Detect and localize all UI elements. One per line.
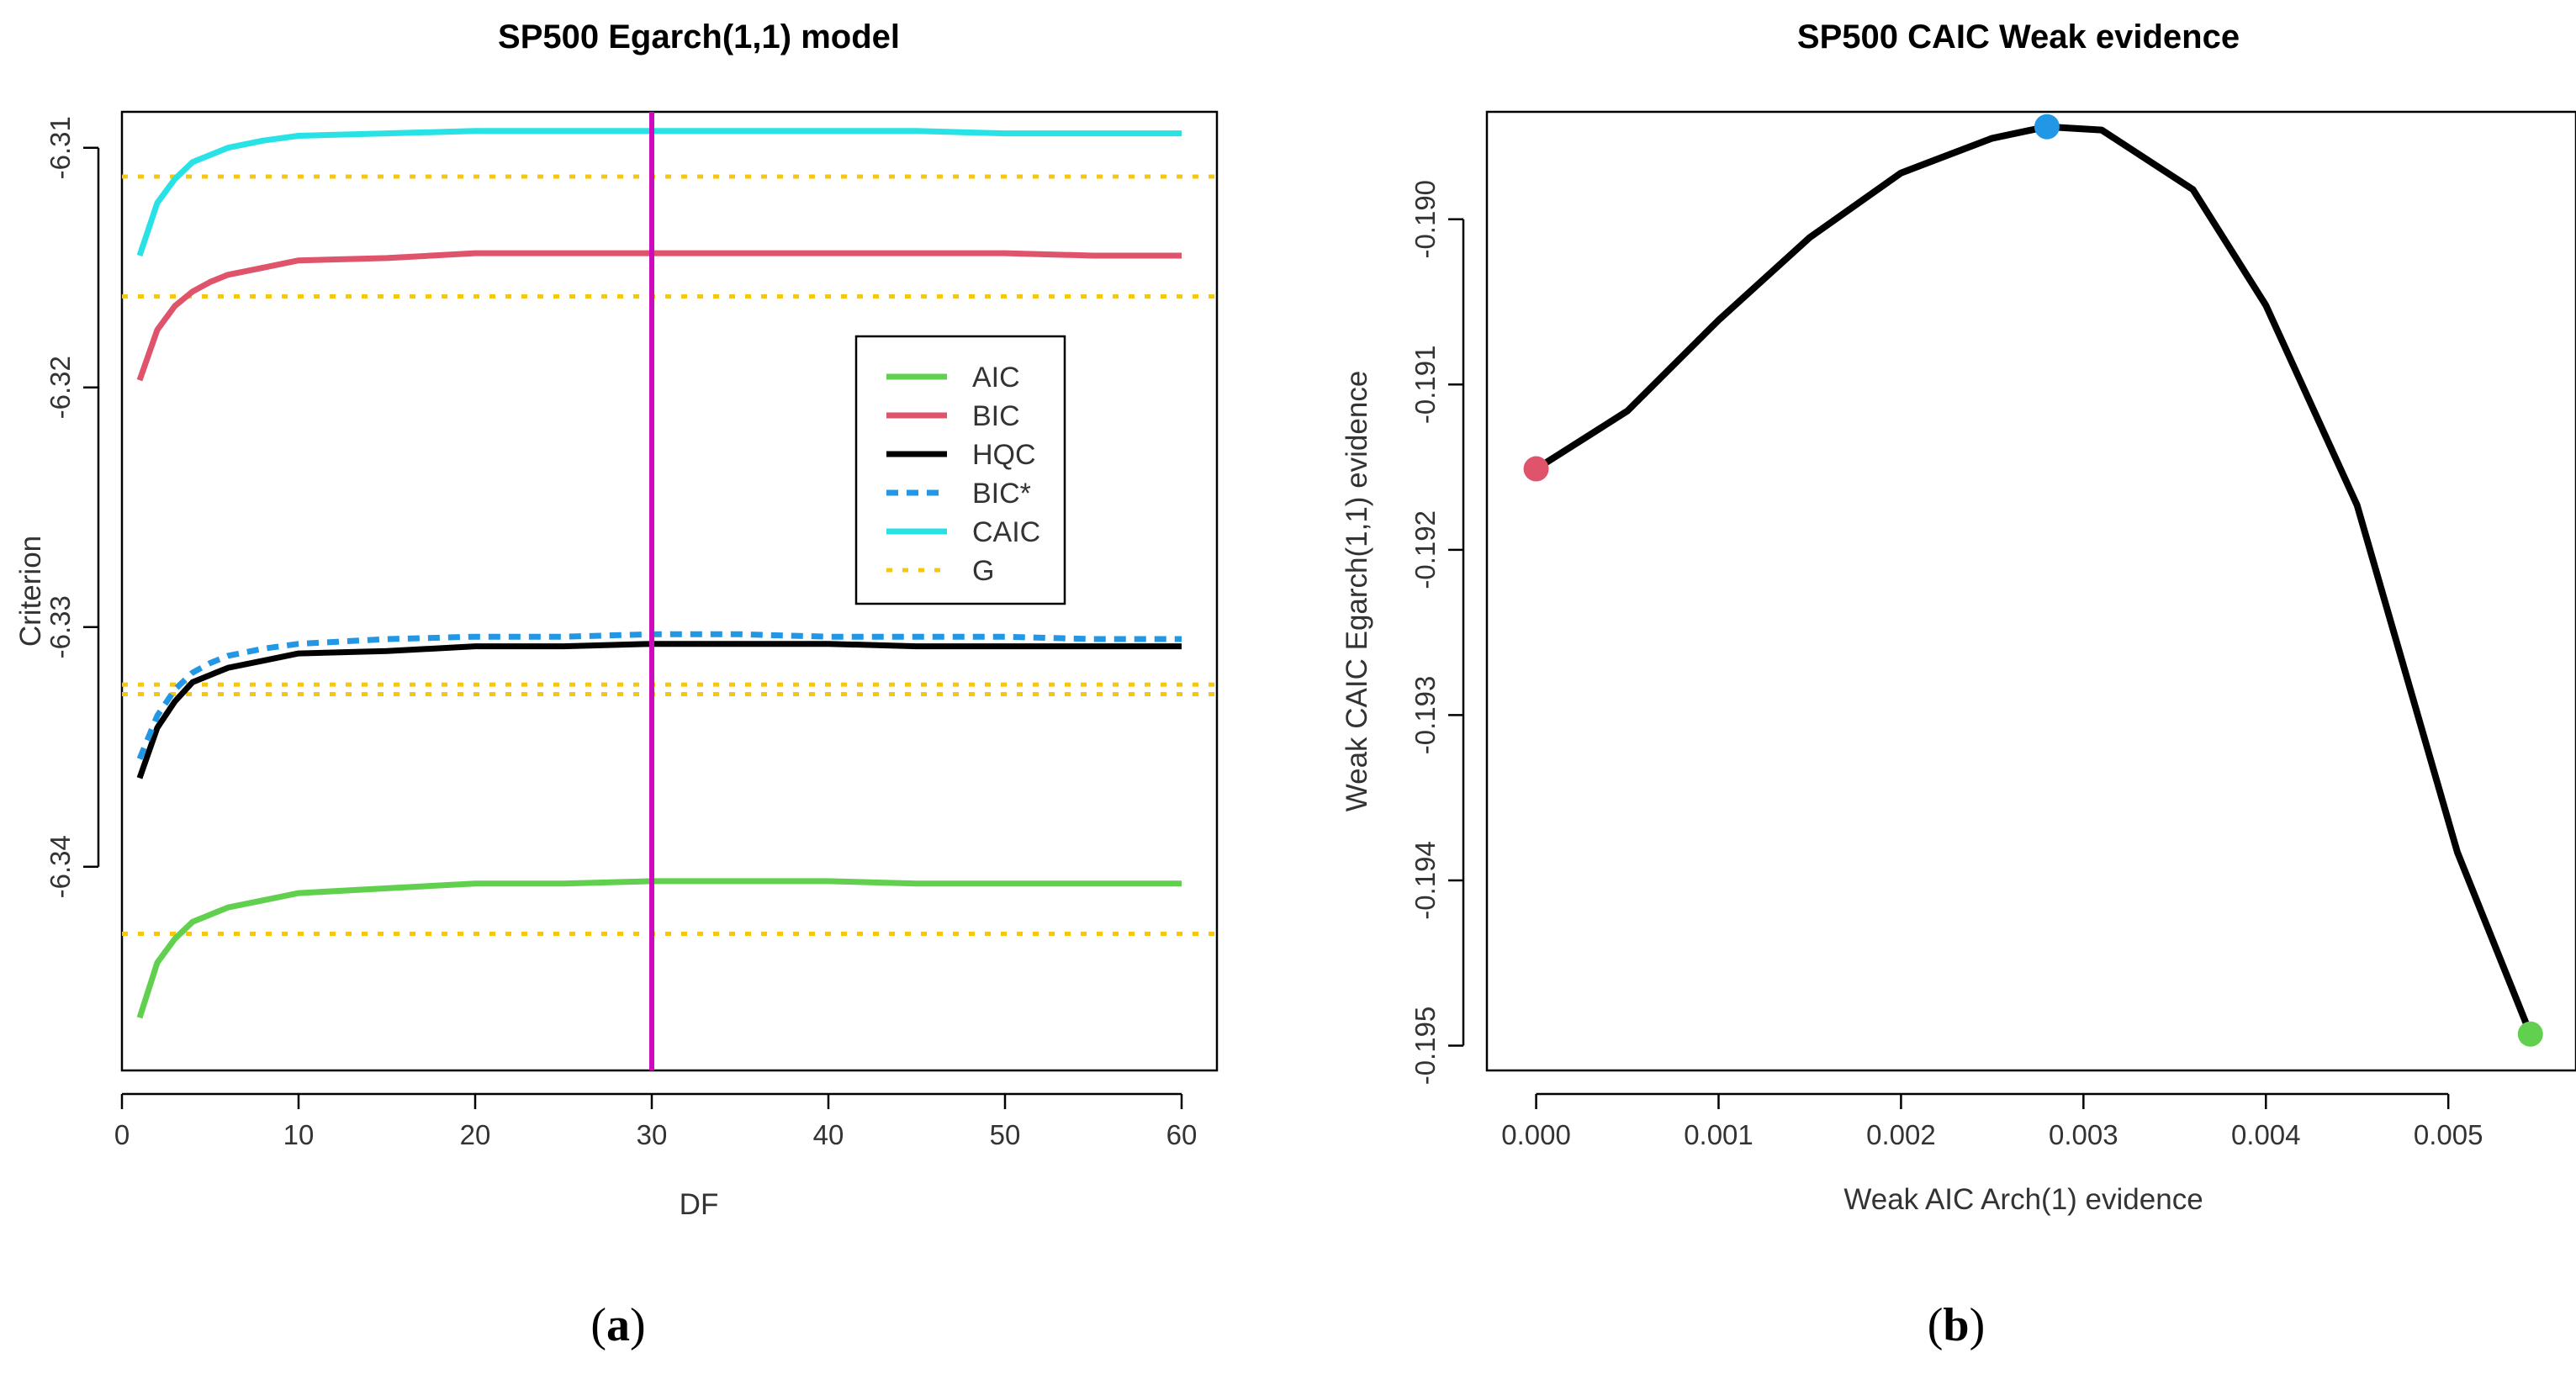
legend-label: CAIC <box>972 516 1040 548</box>
evidence-point <box>2517 1021 2543 1047</box>
evidence-point <box>1523 456 1549 482</box>
evidence-point <box>2034 114 2060 140</box>
panel-a-title: SP500 Egarch(1,1) model <box>498 18 900 55</box>
x-tick-label: 0.001 <box>1684 1119 1753 1150</box>
x-tick-label: 0.005 <box>2414 1119 2483 1150</box>
x-tick-label: 10 <box>283 1119 315 1150</box>
legend-label: HQC <box>972 439 1036 471</box>
caption-a: (a) <box>590 1299 645 1351</box>
panel-b-title: SP500 CAIC Weak evidence <box>1797 18 2240 55</box>
series-caic-line <box>136 128 1182 257</box>
series-bic-line <box>136 250 1182 382</box>
panel-a-legend: AIC BIC HQC BIC* CAIC G <box>854 335 1066 605</box>
legend-label: BIC* <box>972 478 1031 510</box>
legend-label: BIC <box>972 400 1020 432</box>
panel-a: SP500 Egarch(1,1) model 0 10 20 30 40 50 60 -6.… <box>14 18 1219 1221</box>
y-tick-label: -0.191 <box>1410 346 1441 425</box>
x-tick-label: 0.004 <box>2231 1119 2301 1150</box>
series-hqc-line <box>136 641 1182 779</box>
legend-label: G <box>972 555 994 587</box>
x-tick-label: 0.000 <box>1501 1119 1571 1150</box>
x-tick-label: 60 <box>1166 1119 1198 1150</box>
x-tick-label: 30 <box>637 1119 668 1150</box>
y-tick-label: -6.32 <box>45 356 76 419</box>
y-tick-label: -0.192 <box>1410 510 1441 589</box>
series-aic-line <box>136 878 1182 1019</box>
panel-b: SP500 CAIC Weak evidence 0.000 0.001 0.002… <box>1341 18 2576 1216</box>
series-bic-star-line <box>136 631 1182 760</box>
caption-b: (b) <box>1928 1299 1985 1351</box>
y-tick-label: -0.190 <box>1410 180 1441 259</box>
evidence-curve <box>1534 123 2534 1036</box>
x-tick-label: 0.003 <box>2049 1119 2118 1150</box>
panel-b-xlabel: Weak AIC Arch(1) evidence <box>1843 1183 2203 1216</box>
panel-b-ylabel: Weak CAIC Egarch(1,1) evidence <box>1341 371 1373 812</box>
x-tick-label: 50 <box>990 1119 1021 1150</box>
y-tick-label: -0.193 <box>1410 676 1441 755</box>
panel-a-ylabel: Criterion <box>14 536 47 647</box>
y-tick-label: -6.31 <box>45 116 76 179</box>
y-tick-label: -6.33 <box>45 595 76 658</box>
legend-label: AIC <box>972 362 1020 394</box>
panel-a-xlabel: DF <box>680 1188 719 1221</box>
panel-a-frame <box>120 110 1219 1072</box>
x-tick-label: 0 <box>114 1119 130 1150</box>
x-tick-label: 0.002 <box>1866 1119 1936 1150</box>
y-tick-label: -0.195 <box>1410 1007 1441 1086</box>
y-tick-label: -0.194 <box>1410 841 1441 920</box>
y-tick-label: -6.34 <box>45 835 76 898</box>
panel-b-frame <box>1485 110 2576 1072</box>
x-tick-label: 40 <box>813 1119 844 1150</box>
x-tick-label: 20 <box>460 1119 491 1150</box>
legend-box <box>854 335 1066 605</box>
